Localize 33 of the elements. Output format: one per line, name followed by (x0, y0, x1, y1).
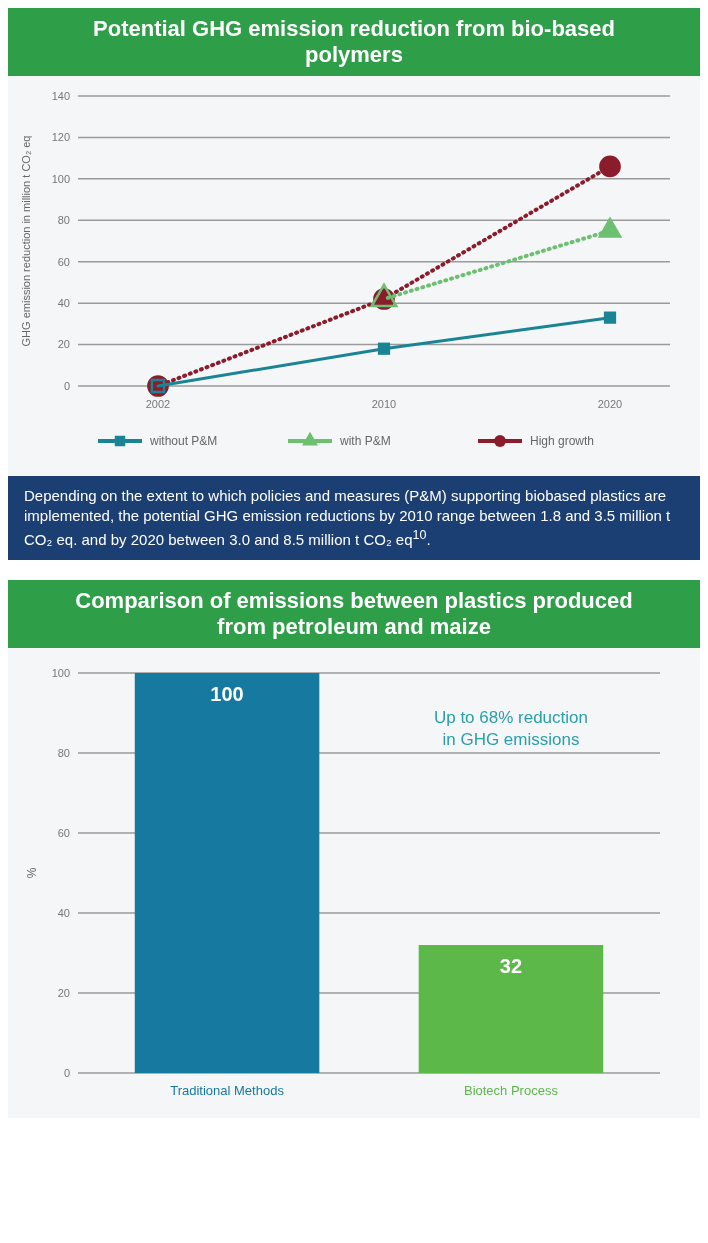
chart-title: Potential GHG emission reduction from bio-based polymers (8, 8, 700, 76)
legend-label: with P&M (339, 434, 391, 449)
y-tick-label: 20 (57, 338, 70, 351)
y-tick-label: 80 (57, 214, 70, 227)
y-tick-label: 0 (63, 379, 70, 392)
point (599, 155, 621, 178)
data-label: 32 (499, 954, 523, 977)
y-tick-label: 120 (51, 131, 70, 144)
legend-label: without P&M (149, 434, 218, 449)
point (603, 311, 617, 324)
legend-label: High growth (530, 434, 595, 449)
y-axis-title: GHG emission reduction in million t CO₂ eq (20, 135, 32, 347)
data-label: 100 (210, 682, 244, 705)
y-tick-label: 60 (57, 255, 70, 268)
annotation: Up to 68% reduction in GHG emissions (433, 707, 588, 749)
y-tick-label: 40 (57, 906, 70, 919)
y-tick-label: 0 (63, 1066, 70, 1079)
y-tick-label: 80 (57, 746, 70, 759)
y-tick-label: 100 (51, 172, 70, 185)
y-tick-label: 140 (51, 89, 70, 102)
y-tick-label: 100 (51, 666, 70, 679)
x-tick-label: Traditional Methods (170, 1082, 285, 1098)
point (377, 342, 391, 355)
text: Depending on the extent to which policies and measures (P&M) supporting biobased plastics are implemented, the potential GHG emission reductions by 2010 range between 1.8 and 3.5 million t CO₂ eq. and by 2020 between 3.0 and 8.5 million t CO₂ eq$^{10}$. (8, 476, 700, 560)
y-tick-label: 40 (57, 296, 70, 309)
x-tick-label: Biotech Process (463, 1082, 559, 1098)
chart-title: Comparison of emissions between plastics produced from petroleum and maize (8, 579, 700, 648)
x-tick-label: 2020 (597, 398, 623, 410)
x-tick-label: 2002 (145, 398, 171, 410)
y-axis-title: % (25, 867, 39, 879)
y-tick-label: 20 (57, 986, 70, 999)
x-tick-label: 2010 (371, 398, 397, 410)
y-tick-label: 60 (57, 826, 70, 839)
